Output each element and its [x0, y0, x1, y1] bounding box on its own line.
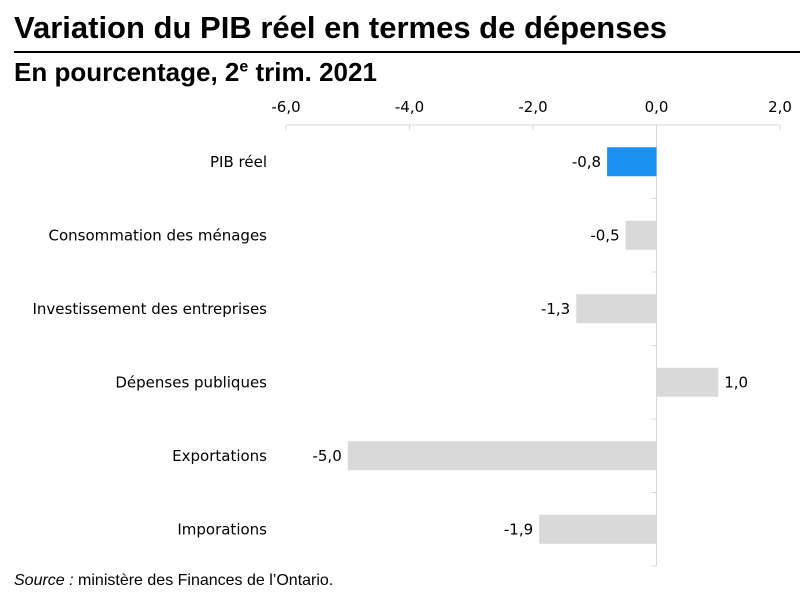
bar	[347, 441, 657, 471]
category-label: Exportations	[172, 447, 267, 465]
data-label: -0,5	[590, 226, 619, 244]
x-tick-label: -4,0	[395, 98, 424, 116]
category-label: Imporations	[177, 520, 267, 538]
source-text: ministère des Finances de l’Ontario.	[73, 572, 334, 589]
category-label: PIB réel	[210, 153, 267, 171]
data-label: 1,0	[724, 373, 748, 391]
source-label: Source :	[14, 572, 74, 589]
category-label: Dépenses publiques	[115, 373, 267, 391]
chart-title: Variation du PIB réel en termes de dépen…	[14, 10, 667, 45]
chart-subtitle: En pourcentage, 2e trim. 2021	[14, 56, 377, 88]
data-label: -5,0	[312, 447, 341, 465]
x-tick-label: -2,0	[518, 98, 547, 116]
category-label: Investissement des entreprises	[33, 300, 268, 318]
data-label: -1,9	[504, 520, 533, 538]
x-tick-label: 0,0	[645, 98, 669, 116]
x-tick-label: 2,0	[768, 98, 792, 116]
title-divider	[14, 51, 800, 53]
subtitle-prefix: En pourcentage, 2	[14, 57, 240, 87]
bar	[539, 514, 657, 544]
bar	[607, 147, 657, 177]
category-label: Consommation des ménages	[48, 226, 267, 244]
source-note: Source : ministère des Finances de l’Ont…	[14, 571, 333, 591]
subtitle-suffix: trim. 2021	[248, 57, 377, 87]
x-tick-label: -6,0	[271, 98, 300, 116]
data-label: -1,3	[541, 300, 570, 318]
data-label: -0,8	[572, 153, 601, 171]
subtitle-superscript: e	[239, 58, 249, 76]
bar	[656, 367, 719, 397]
bar	[625, 220, 657, 250]
bar	[576, 294, 657, 324]
